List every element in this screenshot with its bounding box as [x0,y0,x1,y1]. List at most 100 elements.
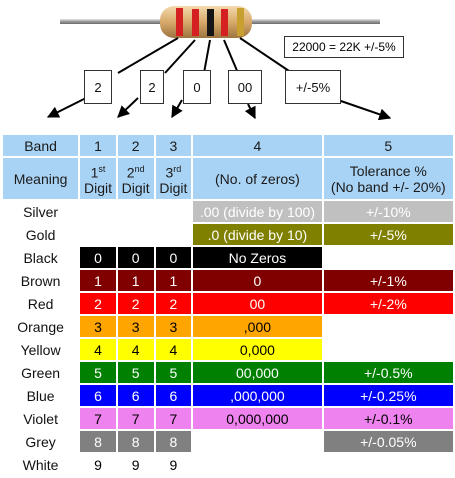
band-2-red [192,9,199,36]
color-row-blue: Blue 6 6 6,000,000 +/-0.25% [3,385,453,406]
digit-2-cell: 2 [117,293,154,314]
color-row-grey: Grey 8 8 8 +/-0.05% [3,431,453,452]
band-5-gold [237,8,244,36]
digit-3-cell: 7 [155,408,192,429]
arrow-1 [46,97,87,118]
third-digit-header: 3rd Digit [155,158,192,199]
digit-2-cell: 6 [117,385,154,406]
digit-1-cell: 6 [80,385,116,406]
second-digit-header: 2nd Digit [117,158,154,199]
digit-3-cell: 8 [155,431,192,452]
code-box-digit-2: 2 [140,70,164,104]
color-row-white: White 9 9 9 [3,454,453,475]
resistor-lead-right [245,19,380,24]
color-row-black: Black 0 0 0 No Zeros [3,247,453,268]
color-name: Blue [26,387,55,404]
zeros-header: (No. of zeros) [193,158,322,199]
tolerance-cell: +/-0.25% [323,385,453,406]
digit-2-cell: 5 [117,362,154,383]
resistor-diagram [46,6,392,121]
digit-1-cell: 2 [80,293,116,314]
digit-1-cell: 8 [80,431,116,452]
color-name: Violet [23,410,58,427]
code-box-digit-3: 0 [183,70,211,104]
digit-1-cell [80,224,116,245]
resistor-lead-left [60,19,170,24]
color-row-violet: Violet 7 7 7 0,000,000 +/-0.1% [3,408,453,429]
color-row-green: Green 5 5 5 00,000 +/-0.5% [3,362,453,383]
band-3-header: 3 [155,135,192,156]
tolerance-cell: +/-0.5% [323,362,453,383]
tolerance-cell [324,454,453,475]
color-row-gold: Gold .0 (divide by 10) +/-5% [3,224,453,245]
digit-1-cell [80,201,116,222]
color-name: Grey [25,433,56,450]
color-name: Red [27,295,54,312]
tolerance-cell: +/-2% [323,293,453,314]
pointer-line-3 [203,39,211,74]
zeros-cell: 0,000 [193,339,322,360]
digit-2-cell: 0 [117,247,154,268]
zeros-cell: 00 [193,293,322,314]
band-header-row: Band 1 2 3 4 5 [3,135,453,156]
band-1-header: 1 [80,135,116,156]
band-1-red [176,8,183,36]
digit-3-cell [156,224,192,245]
digit-2-cell [118,224,154,245]
digit-3-cell: 6 [155,385,192,406]
tolerance-cell [324,247,453,268]
tolerance-header: Tolerance % (No band +/- 20%) [323,158,453,199]
color-row-orange: Orange 3 3 3,000 [3,316,453,337]
tolerance-cell [324,316,453,337]
digit-1-cell: 1 [80,270,116,291]
meaning-label: Meaning [3,158,79,199]
digit-3-cell: 4 [155,339,192,360]
meaning-row: Meaning 1st Digit 2nd Digit 3rd Digit (No. … [3,158,453,199]
pointer-line-5 [239,37,293,74]
color-code-table: Band 1 2 3 4 5 Meaning 1st Digit 2nd Digit… [1,133,455,477]
band-3-black [207,9,214,36]
digit-1-cell: 5 [80,362,116,383]
tolerance-cell: +/-1% [323,270,453,291]
zeros-cell: No Zeros [193,247,322,268]
digit-3-cell: 2 [155,293,192,314]
color-name: Green [21,364,61,381]
zeros-cell: 00,000 [193,362,322,383]
zeros-cell: .0 (divide by 10) [193,224,322,245]
digit-3-cell: 5 [155,362,192,383]
band-2-header: 2 [117,135,154,156]
tolerance-cell: +/-0.05% [323,431,453,452]
tolerance-cell [324,339,453,360]
code-box-digit-1: 2 [84,70,112,104]
color-name: White [22,456,59,473]
arrow-3 [171,99,183,119]
zeros-cell: .00 (divide by 100) [193,201,322,222]
digit-3-cell: 0 [155,247,192,268]
zeros-cell: 0,000,000 [193,408,322,429]
color-row-yellow: Yellow 4 4 4 0,000 [3,339,453,360]
arrow-5 [337,99,392,121]
first-digit-header: 1st Digit [80,158,116,199]
zeros-cell: ,000,000 [193,385,322,406]
color-name: Yellow [20,341,61,358]
digit-2-cell: 8 [117,431,154,452]
zeros-cell: 0 [193,270,322,291]
code-box-tolerance: +/-5% [285,70,341,104]
band-header: Band [3,135,79,156]
digit-3-cell [156,201,192,222]
pointer-line-2 [164,39,196,74]
color-name: Orange [17,318,64,335]
band-4-header: 4 [193,135,322,156]
zeros-cell: ,000 [193,316,322,337]
tolerance-cell: +/-5% [323,224,453,245]
digit-2-cell: 1 [117,270,154,291]
digit-3-cell: 1 [155,270,192,291]
arrow-4 [244,103,256,120]
zeros-cell [193,454,321,475]
digit-2-cell: 9 [131,456,140,473]
color-name: Gold [25,226,56,243]
digit-1-cell: 4 [80,339,116,360]
digit-2-cell: 3 [117,316,154,337]
color-row-silver: Silver .00 (divide by 100) +/-10% [3,201,453,222]
zeros-cell [193,431,321,452]
